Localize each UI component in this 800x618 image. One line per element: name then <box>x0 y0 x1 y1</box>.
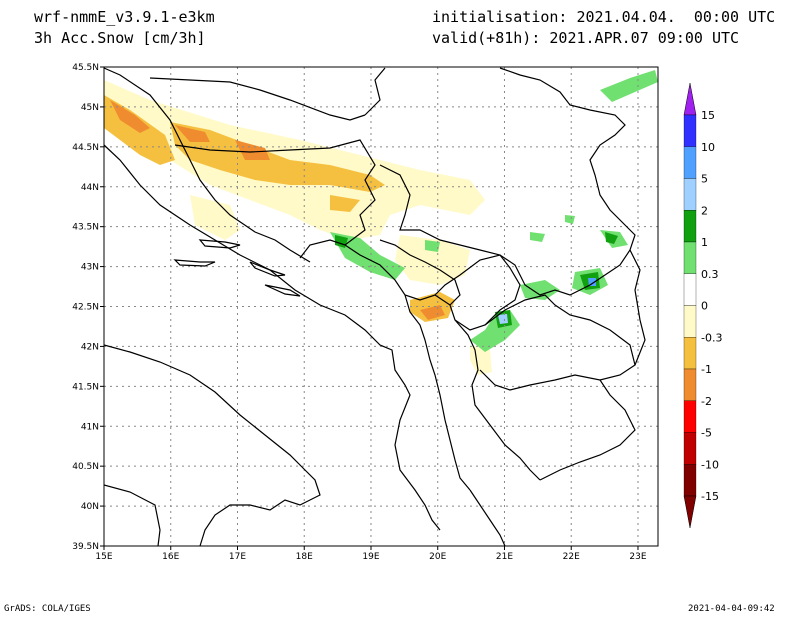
legend-swatch <box>683 305 697 338</box>
boundary-line <box>479 294 636 391</box>
legend-swatch <box>683 114 697 147</box>
x-tick-label: 21E <box>496 552 513 562</box>
boundary-line <box>104 344 321 546</box>
legend-swatch <box>683 178 697 211</box>
y-tick-label: 42.5N <box>72 303 99 313</box>
legend-label: -10 <box>701 458 719 471</box>
model-name: wrf-nmmE_v3.9.1-e3km <box>34 8 215 26</box>
y-tick-label: 45N <box>81 103 99 113</box>
legend-label: -1 <box>701 363 712 376</box>
color-legend: 15 10 5 2 1 0.3 0 -0.3 -1 -2 -5 -10 -15 <box>683 82 722 529</box>
snow-area <box>565 215 575 224</box>
snow-area <box>498 314 508 324</box>
boundary-line <box>434 254 521 331</box>
initialisation-time: initialisation: 2021.04.04. 00:00 UTC <box>432 8 776 26</box>
legend-label: 15 <box>701 109 715 122</box>
y-tick-label: 44N <box>81 183 99 193</box>
boundary-line <box>104 484 161 546</box>
snow-area <box>175 125 210 142</box>
x-tick-label: 18E <box>296 552 313 562</box>
x-tick-label: 20E <box>429 552 446 562</box>
snow-area <box>425 240 440 252</box>
snow-field-layer <box>104 70 658 375</box>
boundary-line <box>379 67 636 296</box>
boundary-line <box>104 144 441 531</box>
legend-label: 2 <box>701 204 708 217</box>
boundary-line <box>364 67 386 116</box>
legend-swatch <box>683 210 697 243</box>
y-tick-label: 45.5N <box>72 63 99 73</box>
boundary-line <box>198 239 241 249</box>
legend-swatch <box>683 368 697 401</box>
snow-area <box>330 232 405 280</box>
legend-swatch <box>683 273 697 306</box>
boundary-line <box>404 294 471 491</box>
y-tick-label: 43N <box>81 263 99 273</box>
legend-swatch <box>683 146 697 179</box>
x-axis: 15E 16E 17E 18E 19E 20E 21E 22E 23E <box>95 546 647 562</box>
legend-swatch <box>683 432 697 465</box>
y-tick-label: 40.5N <box>72 462 99 472</box>
boundary-line <box>104 67 311 263</box>
y-tick-label: 41.5N <box>72 382 99 392</box>
snow-area <box>235 140 270 160</box>
legend-label: -0.3 <box>701 331 722 344</box>
boundary-line <box>629 249 646 366</box>
snow-area <box>520 280 560 300</box>
legend-label: 0.3 <box>701 268 719 281</box>
x-tick-label: 22E <box>563 552 580 562</box>
snow-area <box>588 278 596 286</box>
x-tick-label: 15E <box>95 552 112 562</box>
legend-label: -2 <box>701 395 712 408</box>
boundary-line <box>264 284 301 297</box>
valid-time: valid(+81h): 2021.APR.07 09:00 UTC <box>432 29 740 47</box>
y-tick-label: 41N <box>81 422 99 432</box>
legend-label: 0 <box>701 300 708 313</box>
snow-area <box>600 70 658 102</box>
boundary-line <box>173 259 216 267</box>
x-tick-label: 19E <box>362 552 379 562</box>
legend-swatch <box>683 400 697 433</box>
field-name: 3h Acc.Snow [cm/3h] <box>34 29 206 47</box>
snow-area <box>605 232 618 244</box>
y-tick-label: 44.5N <box>72 143 99 153</box>
legend-label: 10 <box>701 141 715 154</box>
snow-area <box>104 80 485 240</box>
legend-label: -15 <box>701 490 719 503</box>
legend-label: 5 <box>701 173 708 186</box>
grads-credit: GrADS: COLA/IGES <box>4 604 91 614</box>
y-tick-label: 39.5N <box>72 542 99 552</box>
snow-area <box>530 232 545 242</box>
boundary-line <box>249 261 286 277</box>
legend-bottom-arrow <box>683 495 697 529</box>
snow-area <box>420 305 445 320</box>
legend-label: 1 <box>701 236 708 249</box>
legend-swatch <box>683 241 697 274</box>
x-tick-label: 17E <box>229 552 246 562</box>
boundary-line <box>174 139 376 259</box>
snow-area <box>330 195 360 212</box>
snow-area <box>170 122 385 192</box>
legend-swatch <box>683 337 697 370</box>
plot-timestamp: 2021-04-04-09:42 <box>688 604 775 614</box>
snow-area <box>395 235 470 285</box>
boundary-line <box>469 489 506 546</box>
legend-top-arrow <box>683 82 697 116</box>
x-tick-label: 16E <box>162 552 179 562</box>
y-tick-label: 40N <box>81 502 99 512</box>
boundary-line <box>149 77 366 121</box>
x-tick-label: 23E <box>629 552 646 562</box>
snow-area <box>190 195 240 240</box>
legend-label: -5 <box>701 427 712 440</box>
coastlines-and-borders <box>104 67 646 546</box>
legend-swatch <box>683 464 697 497</box>
boundary-line <box>454 319 541 481</box>
y-axis: 39.5N 40N 40.5N 41N 41.5N 42N 42.5N 43N 43.5N 44N… <box>72 63 104 552</box>
boundary-line <box>539 379 636 481</box>
y-tick-label: 43.5N <box>72 223 99 233</box>
snow-area <box>110 100 150 133</box>
y-tick-label: 42N <box>81 342 99 352</box>
